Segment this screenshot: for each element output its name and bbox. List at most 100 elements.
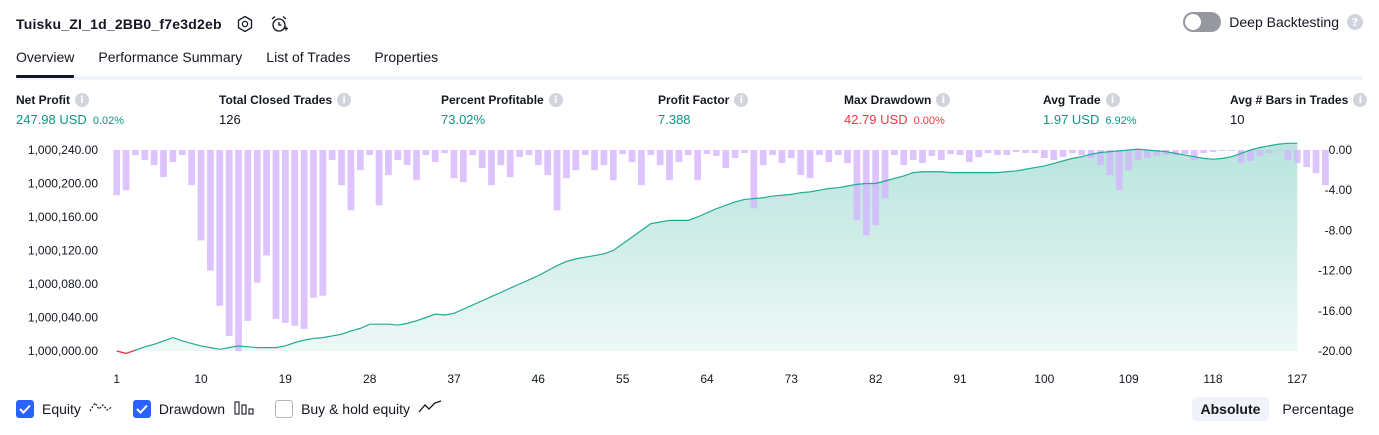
drawdown-bar (310, 150, 317, 298)
drawdown-bar (319, 150, 327, 296)
metric-max-drawdown: Max Drawdown i 42.79 USD 0.00% (844, 93, 951, 127)
drawdown-bar (787, 150, 795, 159)
drawdown-bar (1012, 150, 1020, 153)
drawdown-bar (891, 150, 898, 156)
legend-drawdown[interactable]: Drawdown (132, 399, 255, 418)
metric-label: Avg Trade (1043, 93, 1101, 107)
settings-icon[interactable] (234, 13, 256, 35)
y-right-tick-label: -12.00 (1318, 264, 1352, 278)
drawdown-bar (713, 150, 720, 157)
chart-legend: Equity Drawdown Buy & hold equity (16, 399, 462, 418)
drawdown-bar (1256, 150, 1264, 157)
drawdown-bar (928, 150, 936, 157)
tab-properties[interactable]: Properties (374, 49, 439, 65)
drawdown-bar (1200, 150, 1207, 154)
info-icon[interactable]: i (548, 93, 563, 107)
checkbox-buy-hold[interactable] (275, 399, 294, 418)
drawdown-bar (572, 150, 580, 171)
x-tick-label: 46 (532, 372, 546, 386)
drawdown-bar (1312, 150, 1320, 174)
metric-value: 10 (1230, 112, 1245, 127)
x-tick-label: 19 (279, 372, 293, 386)
drawdown-bar (1059, 150, 1067, 158)
drawdown-bar (216, 150, 224, 306)
strategy-header: Tuisku_ZI_1d_2BB0_f7e3d2eb (16, 12, 290, 36)
y-right-tick-label: -8.00 (1325, 223, 1353, 237)
tab-overview[interactable]: Overview (16, 44, 75, 78)
drawdown-bar (816, 150, 823, 156)
drawdown-bar (1040, 150, 1048, 159)
drawdown-bar (684, 150, 692, 156)
drawdown-bar (394, 150, 402, 161)
drawdown-bar (1106, 150, 1114, 176)
tab-bar: Overview Performance Summary List of Tra… (16, 44, 1363, 80)
display-mode-switch: Absolute Percentage (1191, 397, 1364, 421)
drawdown-bar (1293, 150, 1301, 164)
drawdown-bar (1275, 150, 1282, 152)
drawdown-bar (422, 150, 430, 156)
legend-label: Drawdown (158, 400, 226, 417)
drawdown-bar (609, 150, 617, 181)
drawdown-bar (366, 150, 374, 156)
tab-performance-summary[interactable]: Performance Summary (98, 49, 243, 65)
drawdown-bar (591, 150, 598, 171)
info-icon[interactable]: i (734, 93, 749, 107)
drawdown-bar (1181, 150, 1189, 155)
drawdown-bar (1031, 150, 1039, 154)
drawdown-bar (244, 150, 252, 321)
drawdown-bar (1003, 150, 1011, 156)
deep-backtesting: Deep Backtesting ? (1183, 12, 1363, 32)
metric-net-profit: Net Profit i 247.98 USD 0.02% (16, 93, 124, 127)
legend-equity[interactable]: Equity (16, 399, 113, 418)
equity-drawdown-chart[interactable]: 1,000,240.00 1,000,200.00 1,000,160.00 1,00… (0, 140, 1379, 390)
drawdown-bar (937, 150, 945, 161)
drawdown-bar (328, 150, 336, 161)
info-icon[interactable]: i (936, 93, 951, 107)
checkbox-drawdown[interactable] (132, 399, 151, 418)
mode-percentage[interactable]: Percentage (1282, 401, 1354, 417)
drawdown-bar (656, 150, 664, 166)
y-left-tick-label: 1,000,160.00 (28, 210, 98, 224)
help-icon[interactable]: ? (1347, 14, 1363, 30)
legend-buy-hold-equity[interactable]: Buy & hold equity (275, 399, 442, 418)
drawdown-bar (769, 150, 776, 156)
metric-sub: 6.92% (1105, 115, 1137, 127)
drawdown-bar (909, 150, 917, 161)
strategy-name: Tuisku_ZI_1d_2BB0_f7e3d2eb (16, 16, 222, 32)
drawdown-bar (834, 150, 842, 156)
drawdown-bar (778, 150, 786, 164)
drawdown-bar (300, 150, 308, 329)
drawdown-bar (178, 150, 186, 156)
drawdown-bar (132, 150, 139, 156)
checkbox-equity[interactable] (16, 399, 34, 418)
metric-percent-profitable: Percent Profitable i 73.02% (441, 93, 563, 127)
drawdown-bar (225, 150, 233, 336)
metric-avg-bars-in-trades: Avg # Bars in Trades i 10 (1230, 93, 1368, 127)
info-icon[interactable]: i (337, 93, 352, 107)
drawdown-bar (1190, 150, 1198, 161)
drawdown-bar (197, 150, 205, 241)
metric-sub: 0.02% (92, 115, 125, 127)
buy-hold-line-icon (418, 399, 442, 418)
drawdown-bar (1153, 150, 1161, 157)
info-icon[interactable]: i (1353, 93, 1368, 107)
drawdown-bar (1078, 150, 1086, 156)
drawdown-bar (1218, 150, 1226, 152)
deep-backtesting-toggle[interactable] (1183, 12, 1222, 32)
mode-absolute[interactable]: Absolute (1191, 397, 1270, 421)
metric-value: 126 (219, 112, 241, 127)
drawdown-bar (759, 150, 767, 166)
drawdown-bar (413, 150, 420, 181)
drawdown-bar (169, 150, 177, 163)
x-tick-label: 1 (113, 372, 120, 386)
drawdown-bar (1134, 150, 1142, 161)
info-icon[interactable]: i (75, 93, 89, 107)
alarm-clock-add-icon[interactable] (268, 13, 290, 35)
drawdown-bar (272, 150, 280, 319)
info-icon[interactable]: i (1105, 93, 1120, 107)
drawdown-bar (497, 150, 505, 166)
drawdown-bar (563, 150, 570, 179)
drawdown-bar (797, 150, 805, 176)
tab-list-of-trades[interactable]: List of Trades (266, 49, 351, 65)
x-tick-label: 127 (1287, 372, 1307, 386)
